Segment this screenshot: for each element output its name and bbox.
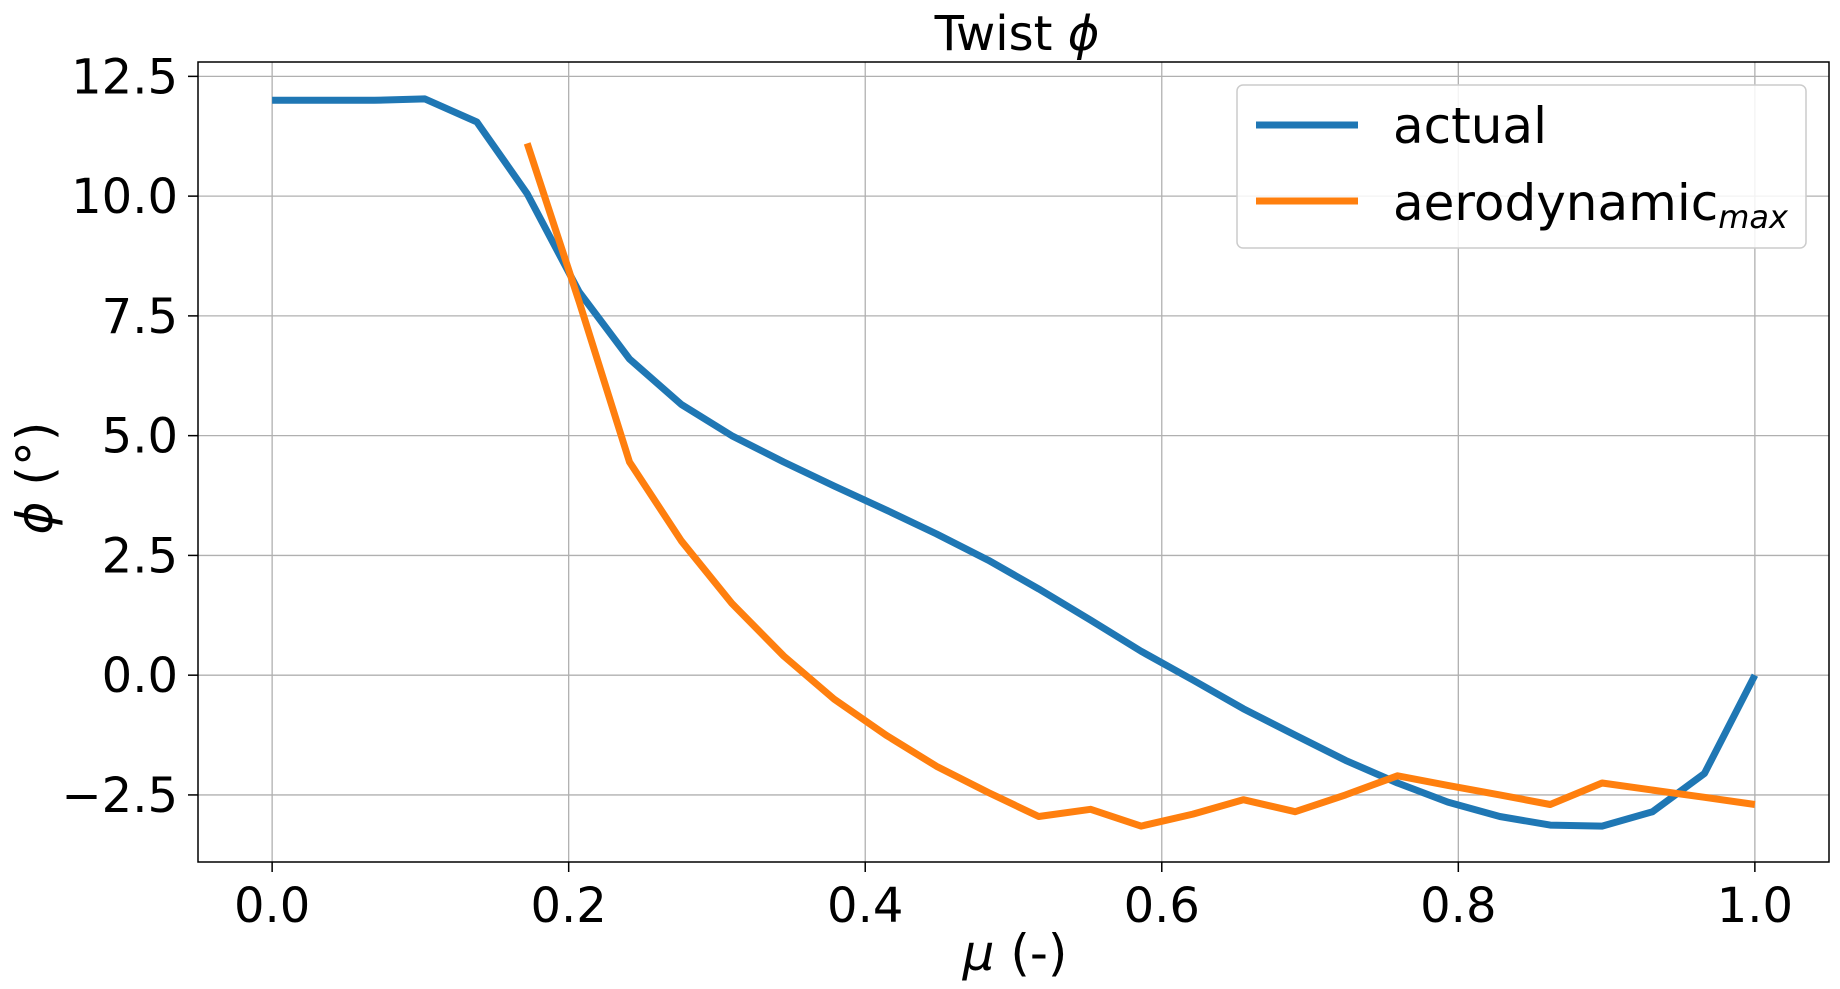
y-axis-unit: (°)	[6, 422, 64, 502]
y-tick-label: 2.5	[102, 528, 178, 584]
series-line-aerodynamic-max	[523, 142, 1756, 830]
x-tick-label: 1.0	[1717, 878, 1793, 934]
chart-title-symbol: ϕ	[1068, 6, 1100, 62]
axis-ticks: 0.0 0.2 0.4 0.6 0.8 1.0 −2.5 0.0 2.5 5.0 7.5 10.0 12…	[61, 49, 1793, 934]
x-axis-title: μ (-)	[962, 924, 1068, 982]
x-tick-label: 0.0	[234, 878, 310, 934]
x-tick-label: 0.6	[1124, 878, 1200, 934]
series-line-actual	[272, 95, 1759, 830]
y-axis-symbol: ϕ	[6, 501, 64, 534]
plot-frame	[197, 61, 1830, 863]
y-tick-label: 7.5	[102, 289, 178, 345]
y-tick-label: 10.0	[71, 169, 178, 225]
legend: actual aerodynamicmax	[1236, 84, 1807, 249]
legend-label-aerodynamic-max: aerodynamicmax	[1393, 174, 1789, 236]
series-lines	[272, 95, 1759, 830]
legend-label-aerodynamic-max-text: aerodynamic	[1393, 174, 1718, 232]
legend-label-aerodynamic-max-subscript: max	[1718, 198, 1789, 236]
x-tick-label: 0.8	[1420, 878, 1496, 934]
legend-box	[1236, 84, 1807, 249]
chart-title-prefix: Twist	[934, 6, 1068, 62]
y-tick-label: −2.5	[61, 768, 178, 824]
y-axis-title: ϕ (°)	[6, 422, 64, 535]
x-axis-symbol: μ	[962, 924, 995, 982]
x-axis-unit: (-)	[994, 924, 1067, 982]
x-tick-label: 0.4	[827, 878, 903, 934]
y-tick-label: 5.0	[102, 409, 178, 465]
y-tick-label: 0.0	[102, 648, 178, 704]
chart-title: Twist ϕ	[934, 6, 1100, 62]
legend-label-actual: actual	[1393, 97, 1547, 155]
x-tick-label: 0.2	[531, 878, 607, 934]
y-tick-label: 12.5	[71, 49, 178, 105]
grid	[198, 62, 1829, 862]
legend-label-actual-text: actual	[1393, 97, 1547, 155]
